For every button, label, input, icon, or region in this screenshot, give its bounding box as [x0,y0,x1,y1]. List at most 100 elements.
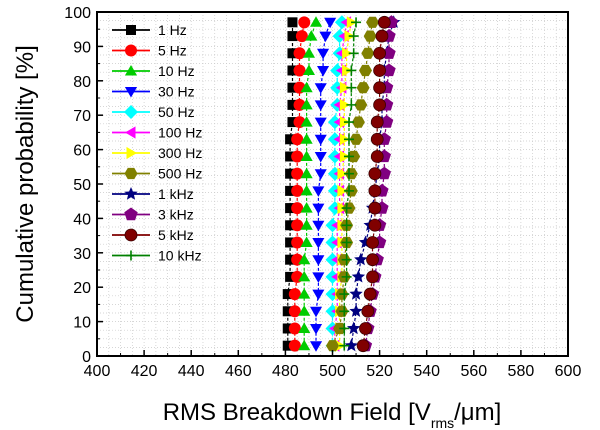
data-point [380,115,394,128]
data-point [375,29,389,43]
legend-label: 500 Hz [158,166,202,182]
data-point [285,271,296,282]
data-point [377,15,391,29]
data-point [368,201,382,215]
legend-marker [124,105,138,119]
legend-entry: 300 Hz [112,145,202,161]
y-tick-label: 80 [73,74,91,91]
legend-label: 10 kHz [158,248,202,264]
data-point [343,151,354,162]
y-axis-title: Cumulative probability [%] [12,45,39,322]
legend-entry: 3 kHz [112,207,194,223]
data-point [370,132,384,146]
data-point [310,16,323,27]
data-point [373,81,387,95]
data-point [341,271,352,282]
data-point [339,306,350,317]
data-point [287,48,298,59]
y-tick-label: 30 [73,246,91,263]
x-tick-label: 400 [84,363,111,380]
data-point [287,117,298,128]
x-tick-label: 480 [272,363,299,380]
data-point [285,220,296,231]
legend-marker [126,25,136,35]
y-tick-label: 20 [73,280,91,297]
data-point [300,202,313,213]
data-point [324,17,337,29]
legend-entry: 5 Hz [112,43,187,59]
data-point [300,81,313,93]
x-tick-label: 420 [131,363,158,380]
series-5-khz [356,15,391,353]
y-tick-label: 100 [64,5,91,22]
y-tick-label: 40 [73,211,91,228]
data-point [287,17,298,28]
data-point [287,31,298,42]
data-point [287,99,298,110]
data-point [366,236,379,249]
data-point [346,99,357,110]
data-point [366,253,379,267]
data-point [291,150,304,163]
y-tick-label: 50 [73,177,91,194]
data-point [285,203,296,214]
data-point [341,203,352,214]
legend-entry: 1 kHz [112,186,194,202]
data-point [370,115,384,129]
data-point [314,100,327,111]
y-tick-label: 0 [82,349,91,366]
series-30-hz [310,17,337,352]
data-point [295,30,308,43]
legend-marker [124,207,138,221]
x-tick-label: 500 [319,363,346,380]
x-tick-label: 560 [460,363,487,380]
data-point [317,66,330,77]
data-point [356,339,370,353]
x-axis-title-subscript: rms [431,415,454,430]
legend: 1 Hz 5 Hz 10 Hz 30 Hz 50 Hz 100 Hz 300 Hz 500 H… [112,22,202,264]
data-point [312,255,325,266]
legend-label: 1 kHz [158,186,194,202]
legend-entry: 30 Hz [112,84,195,100]
legend-marker [125,44,137,57]
data-point [337,167,348,180]
data-point [288,305,301,318]
data-point [317,48,330,60]
data-point [298,305,311,316]
legend-label: 5 kHz [158,227,194,243]
data-point [300,150,313,161]
data-point [361,304,375,318]
data-point [282,340,293,351]
y-tick-label: 60 [73,143,91,160]
data-point [300,167,313,179]
data-point [310,324,323,335]
data-point [361,47,375,59]
legend-entry: 100 Hz [112,125,202,141]
legend-entry: 1 Hz [112,22,187,38]
data-point [302,64,315,75]
data-point [363,30,377,42]
legend-marker [126,146,137,160]
data-point [293,64,306,77]
data-point [368,218,382,232]
x-tick-label: 580 [508,363,535,380]
data-point [305,30,318,41]
data-point [356,82,370,94]
legend-marker [124,228,138,242]
series-1-hz [282,17,298,351]
data-point [354,252,368,266]
data-point [343,117,354,128]
data-point [343,185,354,196]
data-point [343,168,354,179]
data-point [285,168,296,179]
data-point [285,254,296,265]
x-axis-title-main: RMS Breakdown Field [V [163,399,431,426]
data-point [298,270,311,282]
data-point [346,82,357,93]
data-point [287,82,298,93]
data-point [351,17,362,28]
data-point [285,237,296,248]
y-tick-label: 70 [73,108,91,125]
data-point [368,184,382,198]
